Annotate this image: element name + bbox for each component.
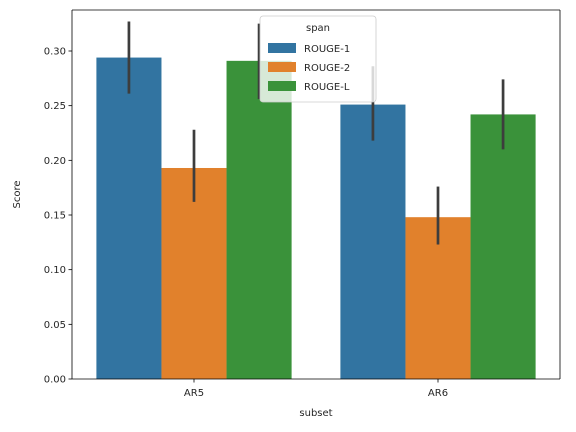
legend-entry-label: ROUGE-2 — [304, 63, 350, 74]
bar — [226, 60, 292, 380]
bars-group — [96, 57, 536, 380]
legend-swatch — [268, 43, 296, 53]
bar — [470, 114, 536, 379]
bar — [340, 104, 406, 379]
y-tick-label: 0.20 — [44, 156, 66, 167]
axes-group: 0.00 0.05 0.10 0.15 0.20 0.25 0.30 AR5 AR6 subset… — [12, 9, 561, 419]
legend: span ROUGE-1 ROUGE-2 ROUGE-L — [259, 15, 377, 103]
legend-title: span — [306, 23, 330, 34]
y-tick-label: 0.30 — [44, 47, 66, 58]
x-tick-label: AR6 — [428, 388, 448, 399]
y-tick-label: 0.10 — [44, 265, 66, 276]
x-axis-label: subset — [299, 408, 332, 419]
legend-swatch — [268, 62, 296, 72]
y-tick-label: 0.25 — [44, 101, 66, 112]
y-tick-label: 0.05 — [44, 320, 66, 331]
legend-entry-label: ROUGE-L — [304, 82, 350, 93]
legend-frame — [259, 15, 377, 103]
x-tick-label: AR5 — [184, 388, 204, 399]
legend-swatch — [268, 81, 296, 91]
y-axis-label: Score — [12, 180, 23, 208]
bar — [161, 167, 227, 379]
legend-entry-label: ROUGE-1 — [304, 44, 350, 55]
bar — [96, 57, 162, 380]
y-tick-label: 0.15 — [44, 211, 66, 222]
error-bars-group — [127, 21, 505, 245]
y-tick-label: 0.00 — [44, 375, 66, 386]
